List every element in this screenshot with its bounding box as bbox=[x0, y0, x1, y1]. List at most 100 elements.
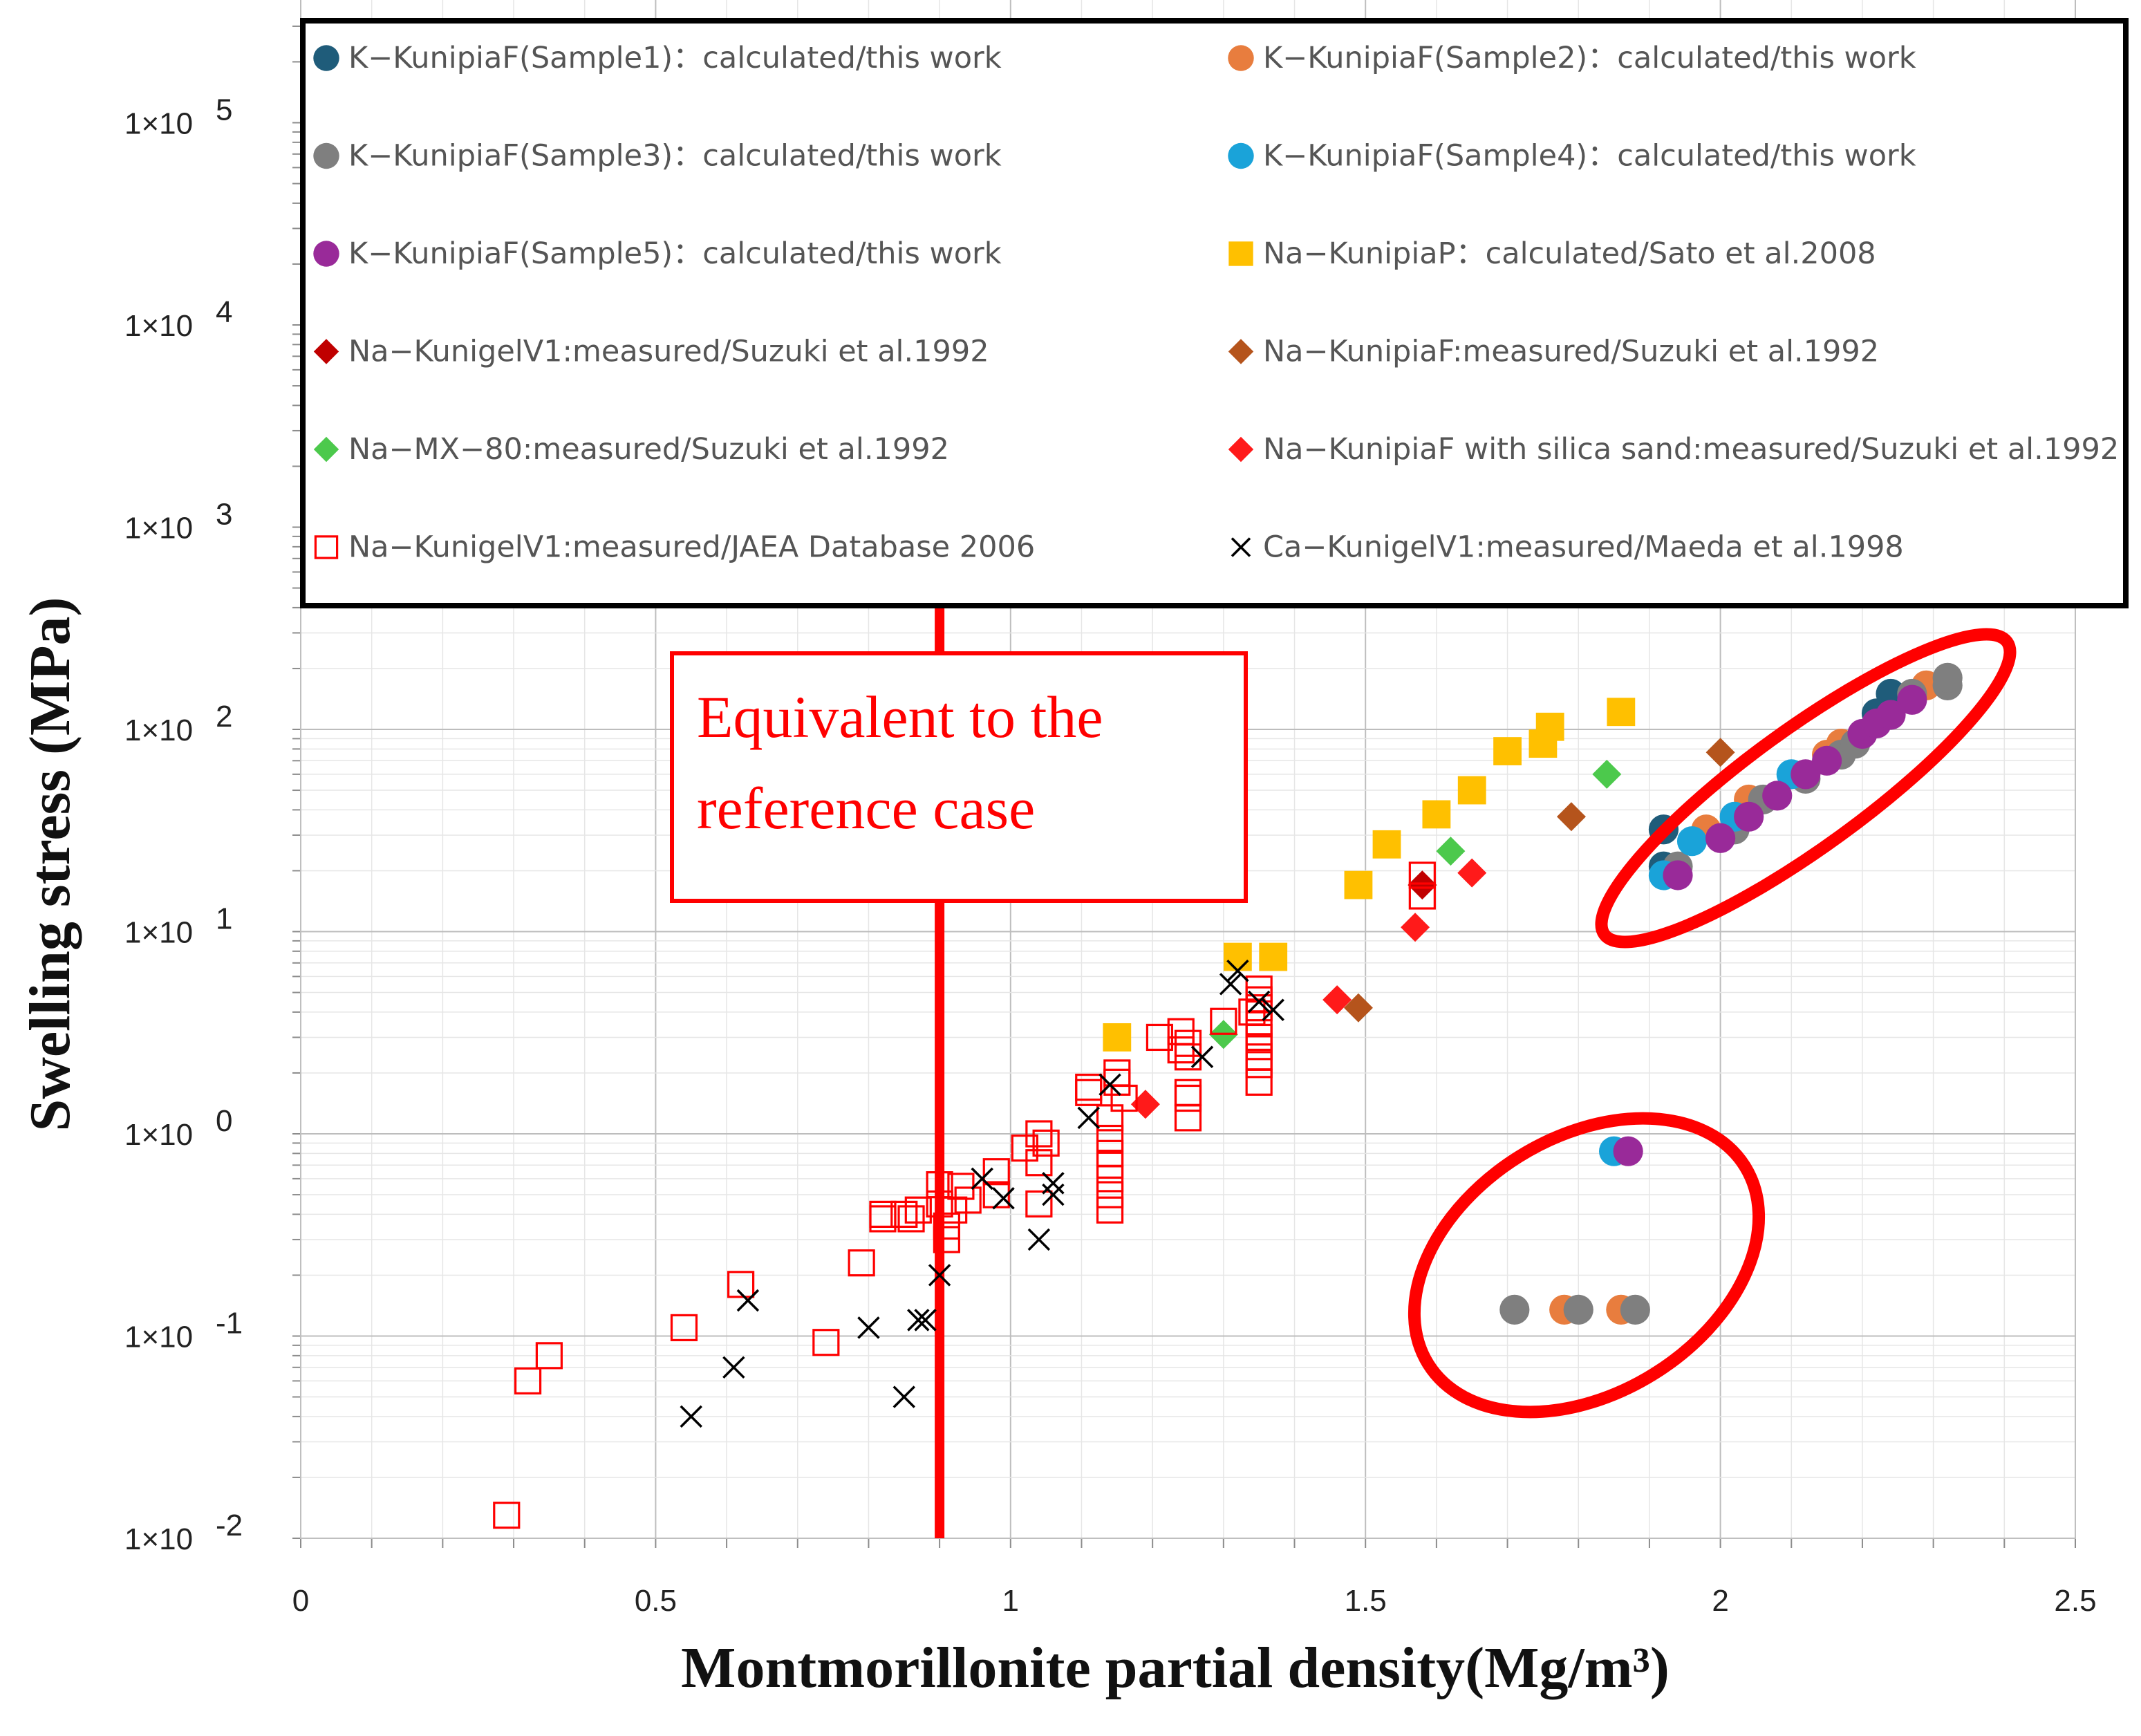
y-tick-label: 1×10 bbox=[124, 107, 193, 141]
legend-label-7: Na−KunigelV1:measured/Suzuki et al.1992 bbox=[348, 335, 989, 369]
point-series-11 bbox=[1096, 1196, 1124, 1224]
point-series-11 bbox=[727, 1271, 755, 1298]
legend-marker-2 bbox=[1228, 45, 1254, 71]
point-series-3 bbox=[1932, 662, 1963, 693]
x-tick-label: 2 bbox=[1712, 1584, 1728, 1618]
point-series-11 bbox=[1011, 1135, 1038, 1162]
point-series-12 bbox=[680, 1405, 702, 1428]
legend-marker-6 bbox=[1228, 241, 1253, 266]
point-series-11 bbox=[1245, 1033, 1273, 1061]
point-series-11 bbox=[1210, 1007, 1237, 1035]
point-series-11 bbox=[670, 1314, 698, 1341]
point-series-12 bbox=[736, 1289, 760, 1312]
point-series-3 bbox=[1620, 1294, 1650, 1325]
point-series-12 bbox=[1042, 1172, 1065, 1195]
point-series-11 bbox=[869, 1200, 897, 1228]
y-axis-title: Swelling stress (MPa) bbox=[18, 597, 82, 1131]
point-series-11 bbox=[1245, 1068, 1273, 1096]
point-series-11 bbox=[1245, 975, 1273, 1003]
point-series-6 bbox=[1223, 942, 1252, 971]
legend-marker-12 bbox=[1231, 537, 1251, 557]
x-tick-label: 0.5 bbox=[635, 1584, 677, 1618]
legend-label-4: K−KunipiaF(Sample4)：calculated/this work bbox=[1263, 139, 1916, 174]
point-series-11 bbox=[1096, 1104, 1124, 1132]
point-series-11 bbox=[982, 1181, 1010, 1208]
point-series-9 bbox=[1592, 759, 1622, 789]
point-series-9 bbox=[1436, 837, 1466, 866]
point-series-12 bbox=[1042, 1183, 1065, 1206]
legend-label-12: Ca−KunigelV1:measured/Maeda et al.1998 bbox=[1263, 530, 1904, 565]
point-series-11 bbox=[954, 1186, 982, 1214]
point-series-6 bbox=[1259, 942, 1288, 971]
point-series-11 bbox=[933, 1212, 960, 1240]
point-series-11 bbox=[890, 1200, 918, 1228]
point-series-11 bbox=[1408, 861, 1436, 889]
y-tick-exponent: 0 bbox=[216, 1104, 232, 1138]
point-series-11 bbox=[1096, 1165, 1124, 1193]
point-series-12 bbox=[1262, 998, 1284, 1021]
point-series-6 bbox=[1372, 830, 1401, 859]
point-series-12 bbox=[914, 1309, 937, 1332]
point-series-12 bbox=[971, 1167, 993, 1191]
data-points bbox=[493, 662, 1963, 1529]
point-series-12 bbox=[1098, 1073, 1121, 1096]
legend-label-11: Na−KunigelV1:measured/JAEA Database 2006 bbox=[348, 530, 1035, 565]
legend-marker-8 bbox=[1228, 339, 1254, 364]
point-series-11 bbox=[535, 1342, 563, 1370]
point-series-10 bbox=[1322, 985, 1352, 1015]
highlight-ellipse-upper bbox=[1595, 628, 2017, 949]
x-tick-label: 2.5 bbox=[2054, 1584, 2096, 1618]
point-series-11 bbox=[1110, 1084, 1138, 1112]
legend-label-8: Na−KunipiaF:measured/Suzuki et al.1992 bbox=[1263, 335, 1879, 369]
point-series-11 bbox=[1408, 882, 1436, 910]
legend-label-3: K−KunipiaF(Sample3)：calculated/this work bbox=[348, 139, 1002, 174]
point-series-12 bbox=[1226, 959, 1249, 982]
y-tick-exponent: -2 bbox=[216, 1509, 243, 1542]
point-series-5 bbox=[1734, 801, 1764, 832]
point-series-11 bbox=[1025, 1149, 1053, 1177]
legend-marker-4 bbox=[1228, 142, 1254, 169]
point-series-11 bbox=[493, 1502, 521, 1529]
point-series-3 bbox=[1499, 1294, 1530, 1325]
legend-marker-5 bbox=[313, 241, 339, 267]
y-tick-exponent: -1 bbox=[216, 1307, 243, 1341]
point-series-10 bbox=[1130, 1090, 1160, 1119]
reference-annotation-line2: reference case bbox=[697, 775, 1035, 841]
point-series-5 bbox=[1897, 684, 1927, 715]
reference-annotation-line1: Equivalent to the bbox=[697, 684, 1103, 750]
point-series-11 bbox=[1075, 1073, 1103, 1101]
point-series-12 bbox=[892, 1385, 916, 1408]
legend-marker-9 bbox=[313, 436, 339, 463]
point-series-11 bbox=[1103, 1068, 1131, 1096]
point-series-11 bbox=[940, 1196, 968, 1224]
legend-label-9: Na−MX−80:measured/Suzuki et al.1992 bbox=[348, 432, 949, 467]
legend-label-6: Na−KunipiaP：calculated/Sato et al.2008 bbox=[1263, 236, 1876, 271]
point-series-6 bbox=[1493, 737, 1522, 765]
y-tick-exponent: 4 bbox=[216, 295, 232, 329]
point-series-3 bbox=[1563, 1294, 1593, 1325]
point-series-11 bbox=[1025, 1120, 1053, 1148]
point-series-11 bbox=[1096, 1124, 1124, 1152]
y-tick-label: 1×10 bbox=[124, 1522, 193, 1556]
point-series-11 bbox=[1167, 1036, 1195, 1064]
point-series-11 bbox=[848, 1249, 875, 1277]
x-axis-title: Montmorillonite partial density(Mg/m³) bbox=[681, 1636, 1670, 1700]
point-series-11 bbox=[1245, 1043, 1273, 1071]
reference-annotation-box bbox=[670, 651, 1248, 903]
point-series-5 bbox=[1663, 860, 1693, 890]
point-series-12 bbox=[1247, 990, 1271, 1014]
point-series-5 bbox=[1762, 781, 1793, 811]
point-series-10 bbox=[1401, 913, 1430, 942]
point-series-11 bbox=[1245, 1051, 1273, 1079]
point-series-8 bbox=[1343, 993, 1373, 1023]
point-series-12 bbox=[1027, 1228, 1051, 1251]
point-series-6 bbox=[1344, 870, 1373, 899]
legend-box bbox=[300, 18, 2129, 608]
y-tick-label: 1×10 bbox=[124, 1320, 193, 1354]
point-series-5 bbox=[1876, 700, 1906, 730]
point-series-11 bbox=[1174, 1104, 1202, 1132]
point-series-12 bbox=[722, 1356, 745, 1379]
y-tick-label: 1×10 bbox=[124, 309, 193, 343]
point-series-11 bbox=[982, 1158, 1010, 1186]
point-series-11 bbox=[1032, 1129, 1060, 1157]
